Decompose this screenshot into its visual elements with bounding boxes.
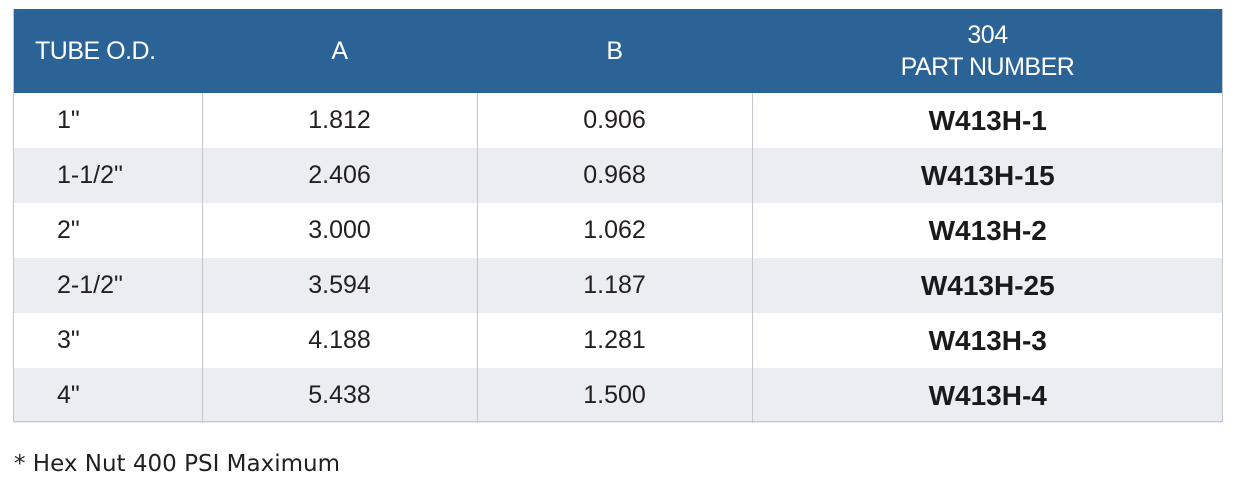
cell-tube-od: 2-1/2"	[13, 258, 203, 313]
header-part-number-grade: 304	[967, 21, 1008, 49]
table-row: 2" 3.000 1.062 W413H-2	[13, 203, 1223, 258]
cell-b: 1.187	[477, 258, 753, 313]
cell-part-number: W413H-4	[928, 379, 1047, 411]
header-part-number: 304 PART NUMBER	[752, 9, 1223, 93]
cell-tube-od: 1-1/2"	[13, 148, 203, 203]
cell-a: 4.188	[202, 313, 478, 368]
header-row: TUBE O.D. A B 304 PART NUMBER	[13, 9, 1223, 93]
cell-part-number: W413H-1	[928, 104, 1047, 136]
table-body: 1" 1.812 0.906 W413H-1 1-1/2" 2.406 0.96…	[13, 93, 1223, 423]
cell-a: 2.406	[202, 148, 478, 203]
spec-table: TUBE O.D. A B 304 PART NUMBER 1" 1.812 0…	[13, 9, 1223, 423]
cell-tube-od: 2"	[13, 203, 203, 258]
footnote: * Hex Nut 400 PSI Maximum	[14, 451, 340, 477]
header-a: A	[331, 37, 348, 65]
cell-tube-od: 3"	[13, 313, 203, 368]
header-part-number-label: PART NUMBER	[900, 53, 1075, 81]
table-row: 4" 5.438 1.500 W413H-4	[13, 368, 1223, 423]
cell-b: 1.062	[477, 203, 753, 258]
table-header: TUBE O.D. A B 304 PART NUMBER	[13, 9, 1223, 93]
table-row: 2-1/2" 3.594 1.187 W413H-25	[13, 258, 1223, 313]
table-row: 1" 1.812 0.906 W413H-1	[13, 93, 1223, 148]
cell-part-number: W413H-15	[920, 159, 1055, 191]
cell-a: 3.000	[202, 203, 478, 258]
cell-part-number: W413H-25	[920, 269, 1055, 301]
cell-part-number: W413H-3	[928, 324, 1047, 356]
cell-a: 5.438	[202, 368, 478, 423]
cell-a: 1.812	[202, 93, 478, 148]
header-tube-od: TUBE O.D.	[35, 37, 156, 65]
cell-b: 0.968	[477, 148, 753, 203]
cell-b: 1.281	[477, 313, 753, 368]
table-row: 1-1/2" 2.406 0.968 W413H-15	[13, 148, 1223, 203]
table-row: 3" 4.188 1.281 W413H-3	[13, 313, 1223, 368]
cell-tube-od: 1"	[13, 93, 203, 148]
header-b: B	[606, 37, 623, 65]
cell-b: 0.906	[477, 93, 753, 148]
cell-b: 1.500	[477, 368, 753, 423]
cell-part-number: W413H-2	[928, 214, 1047, 246]
cell-a: 3.594	[202, 258, 478, 313]
cell-tube-od: 4"	[13, 368, 203, 423]
